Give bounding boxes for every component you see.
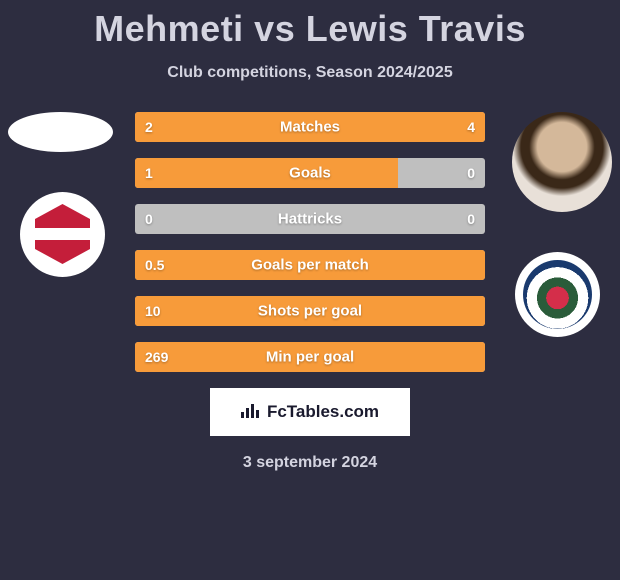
stat-value-left: 0 <box>145 211 153 227</box>
footer-logo: FcTables.com <box>210 388 410 436</box>
stat-row: 0 Hattricks 0 <box>135 204 485 234</box>
stat-value-left: 2 <box>145 119 153 135</box>
stat-value-right: 4 <box>467 119 475 135</box>
stat-row: 10 Shots per goal <box>135 296 485 326</box>
stat-label: Shots per goal <box>258 303 362 320</box>
stat-row: 0.5 Goals per match <box>135 250 485 280</box>
comparison-area: 2 Matches 4 1 Goals 0 0 Hattricks 0 0.5 Goals per … <box>0 112 620 372</box>
footer-date: 3 september 2024 <box>0 454 620 472</box>
club-badge-right <box>515 252 600 337</box>
stat-row: 269 Min per goal <box>135 342 485 372</box>
stat-value-left: 10 <box>145 303 161 319</box>
stat-row: 2 Matches 4 <box>135 112 485 142</box>
stat-value-right: 0 <box>467 211 475 227</box>
stat-label: Goals <box>289 165 331 182</box>
chart-icon <box>241 402 261 423</box>
player-avatar-right <box>512 112 612 212</box>
stat-label: Matches <box>280 119 340 136</box>
page-title: Mehmeti vs Lewis Travis <box>0 0 620 50</box>
stat-value-right: 0 <box>467 165 475 181</box>
stat-value-left: 269 <box>145 349 168 365</box>
stat-fill-left <box>135 158 398 188</box>
stat-row: 1 Goals 0 <box>135 158 485 188</box>
page-subtitle: Club competitions, Season 2024/2025 <box>0 64 620 82</box>
stat-label: Min per goal <box>266 349 354 366</box>
stat-value-left: 1 <box>145 165 153 181</box>
player-avatar-left <box>8 112 113 152</box>
club-badge-left <box>20 192 105 277</box>
stats-container: 2 Matches 4 1 Goals 0 0 Hattricks 0 0.5 Goals per … <box>135 112 485 372</box>
stat-label: Hattricks <box>278 211 342 228</box>
stat-value-left: 0.5 <box>145 257 164 273</box>
stat-label: Goals per match <box>251 257 369 274</box>
footer-logo-text: FcTables.com <box>267 402 379 422</box>
